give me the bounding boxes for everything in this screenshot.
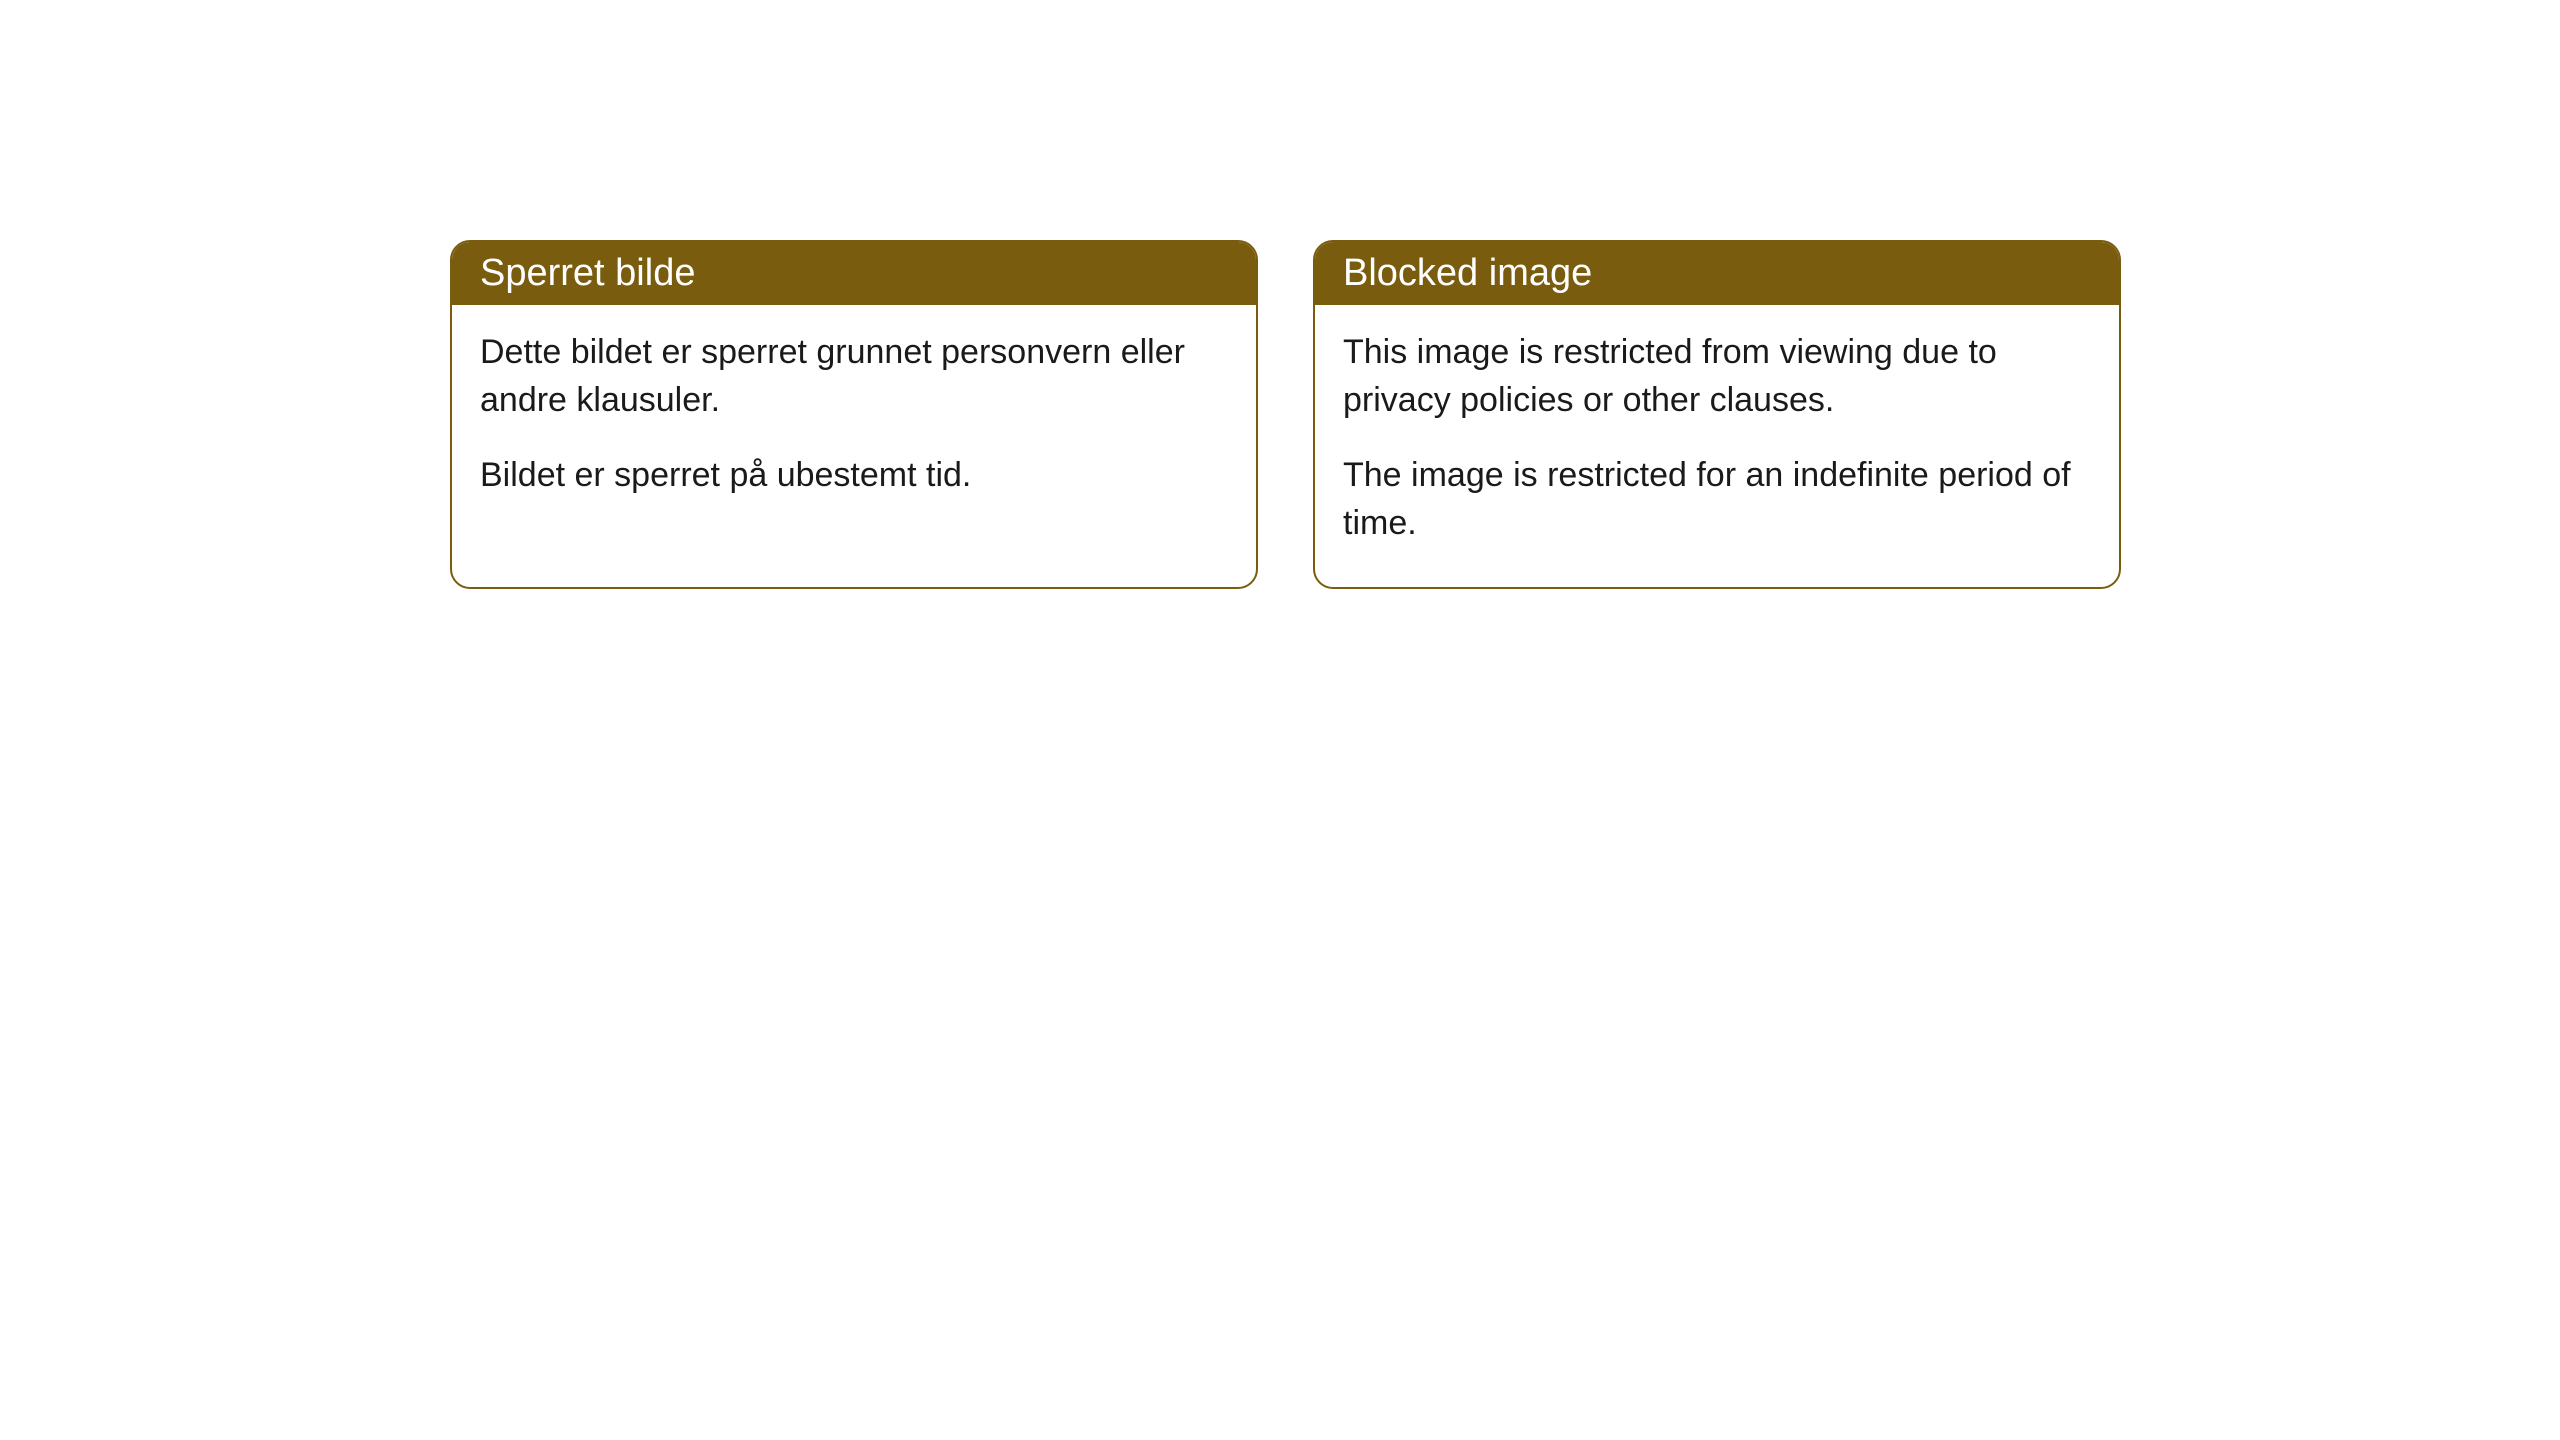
card-header: Sperret bilde <box>452 242 1256 305</box>
notice-cards-container: Sperret bilde Dette bildet er sperret gr… <box>450 240 2121 589</box>
card-title: Sperret bilde <box>480 252 695 294</box>
card-paragraph: This image is restricted from viewing du… <box>1343 329 2091 424</box>
card-header: Blocked image <box>1315 242 2119 305</box>
card-title: Blocked image <box>1343 252 1592 294</box>
card-body: Dette bildet er sperret grunnet personve… <box>452 305 1256 540</box>
card-paragraph: Bildet er sperret på ubestemt tid. <box>480 452 1228 500</box>
card-paragraph: The image is restricted for an indefinit… <box>1343 452 2091 547</box>
notice-card-english: Blocked image This image is restricted f… <box>1313 240 2121 589</box>
card-body: This image is restricted from viewing du… <box>1315 305 2119 587</box>
notice-card-norwegian: Sperret bilde Dette bildet er sperret gr… <box>450 240 1258 589</box>
card-paragraph: Dette bildet er sperret grunnet personve… <box>480 329 1228 424</box>
